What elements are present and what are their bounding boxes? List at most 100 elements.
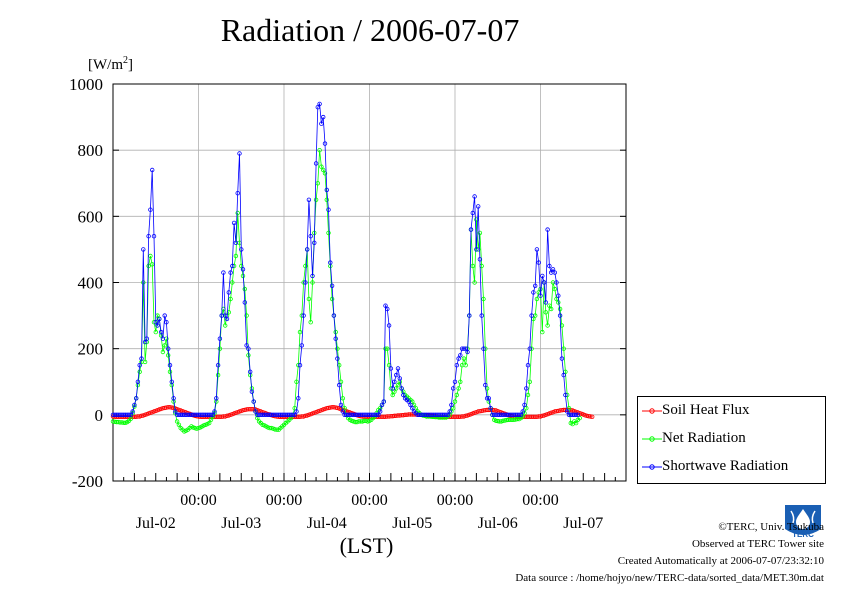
- data-point-net-radiation: [559, 323, 565, 328]
- data-point-shortwave-radiation: [395, 366, 401, 371]
- data-point-net-radiation: [451, 406, 456, 411]
- legend-shortwave-swatch-icon: [642, 464, 662, 470]
- data-point-shortwave-radiation: [294, 409, 299, 414]
- data-point-net-radiation: [313, 197, 319, 202]
- data-point-net-radiation: [206, 420, 212, 426]
- data-point-shortwave-radiation: [157, 316, 162, 322]
- data-point-net-radiation: [274, 427, 280, 432]
- data-point-net-radiation: [233, 253, 239, 259]
- data-point-net-radiation: [335, 346, 340, 351]
- data-point-shortwave-radiation: [210, 412, 215, 417]
- data-point-shortwave-radiation: [315, 104, 320, 110]
- data-point-shortwave-radiation: [237, 151, 242, 156]
- data-point-shortwave-radiation: [401, 392, 406, 398]
- data-point-shortwave-radiation: [563, 392, 568, 398]
- data-point-shortwave-radiation: [137, 363, 142, 368]
- terc-logo-icon: TERC: [785, 505, 821, 539]
- data-point-shortwave-radiation: [308, 233, 313, 239]
- legend-net-swatch-icon: [642, 436, 662, 442]
- legend-item-net-radiation: Net Radiation: [638, 427, 827, 453]
- x-tick-date-label: Jul-07: [563, 515, 603, 532]
- data-point-shortwave-radiation: [149, 167, 155, 173]
- y-tick-label: -200: [72, 472, 103, 491]
- data-point-net-radiation: [162, 343, 167, 348]
- data-point-shortwave-radiation: [474, 247, 479, 252]
- data-point-net-radiation: [235, 210, 240, 216]
- data-point-shortwave-radiation: [522, 402, 527, 408]
- data-point-net-radiation: [573, 420, 579, 426]
- data-point-shortwave-radiation: [296, 396, 301, 401]
- x-tick-time-label: 00:00: [180, 492, 216, 509]
- data-point-net-radiation: [329, 296, 335, 302]
- footer-observed: Observed at TERC Tower site: [691, 538, 824, 550]
- data-point-net-radiation: [297, 329, 303, 335]
- data-point-net-radiation: [215, 372, 221, 378]
- data-point-net-radiation: [524, 406, 529, 411]
- data-point-net-radiation: [474, 217, 479, 222]
- data-point-shortwave-radiation: [329, 283, 335, 288]
- data-point-shortwave-radiation: [575, 412, 581, 417]
- data-point-shortwave-radiation: [214, 396, 219, 401]
- data-point-shortwave-radiation: [533, 283, 538, 288]
- y-tick-label: 400: [78, 274, 104, 293]
- data-point-net-radiation: [230, 280, 235, 285]
- y-tick-label: 1000: [69, 75, 103, 94]
- x-tick-date-label: Jul-02: [136, 515, 176, 532]
- y-tick-label: 600: [78, 207, 104, 226]
- data-point-shortwave-radiation: [543, 300, 548, 305]
- data-point-net-radiation: [153, 329, 158, 335]
- data-point-shortwave-radiation: [557, 313, 563, 318]
- data-point-shortwave-radiation: [301, 313, 306, 318]
- y-tick-label: 800: [78, 141, 104, 160]
- legend-item-soil-heat-flux: Soil Heat Flux: [638, 399, 827, 425]
- data-point-shortwave-radiation: [319, 121, 324, 126]
- data-point-net-radiation: [458, 379, 463, 384]
- data-point-shortwave-radiation: [326, 207, 331, 212]
- data-point-shortwave-radiation: [148, 207, 153, 212]
- footer-source: Data source : /home/hojyo/new/TERC-data/…: [515, 572, 824, 584]
- data-point-shortwave-radiation: [333, 336, 338, 341]
- data-point-shortwave-radiation: [536, 260, 541, 265]
- x-tick-date-label: Jul-04: [307, 515, 347, 532]
- data-point-net-radiation: [319, 164, 324, 169]
- chart-title: Radiation / 2006-07-07: [220, 12, 520, 48]
- data-point-shortwave-radiation: [552, 270, 557, 275]
- data-point-shortwave-radiation: [146, 233, 151, 239]
- data-point-shortwave-radiation: [247, 369, 253, 374]
- data-point-shortwave-radiation: [322, 141, 328, 146]
- data-point-shortwave-radiation: [488, 406, 493, 411]
- data-point-shortwave-radiation: [406, 399, 411, 404]
- data-point-shortwave-radiation: [126, 412, 132, 417]
- data-point-shortwave-radiation: [217, 336, 223, 341]
- data-point-shortwave-radiation: [378, 409, 383, 414]
- data-point-shortwave-radiation: [317, 101, 322, 107]
- data-point-shortwave-radiation: [239, 247, 244, 252]
- data-point-net-radiation: [337, 363, 342, 368]
- data-point-net-radiation: [461, 356, 467, 361]
- data-point-net-radiation: [244, 313, 249, 318]
- data-point-net-radiation: [142, 359, 148, 365]
- data-point-shortwave-radiation: [335, 356, 340, 361]
- y-tick-label: 0: [95, 406, 104, 425]
- data-point-shortwave-radiation: [486, 396, 491, 401]
- data-point-shortwave-radiation: [565, 409, 570, 414]
- data-point-shortwave-radiation: [212, 409, 217, 414]
- data-point-shortwave-radiation: [465, 349, 470, 355]
- data-point-net-radiation: [484, 386, 490, 391]
- data-point-shortwave-radiation: [337, 382, 342, 388]
- data-point-shortwave-radiation: [547, 263, 552, 269]
- data-point-shortwave-radiation: [224, 316, 230, 322]
- data-point-net-radiation: [454, 392, 459, 398]
- data-point-net-radiation: [292, 406, 297, 411]
- data-point-shortwave-radiation: [313, 161, 319, 166]
- data-point-shortwave-radiation: [524, 386, 529, 391]
- data-point-shortwave-radiation: [292, 412, 297, 417]
- data-point-shortwave-radiation: [331, 313, 337, 318]
- data-point-shortwave-radiation: [142, 339, 148, 345]
- data-point-shortwave-radiation: [153, 320, 158, 325]
- legend-label: Net Radiation: [662, 430, 746, 446]
- data-point-shortwave-radiation: [226, 290, 231, 295]
- data-point-net-radiation: [477, 230, 483, 236]
- data-point-net-radiation: [321, 167, 326, 173]
